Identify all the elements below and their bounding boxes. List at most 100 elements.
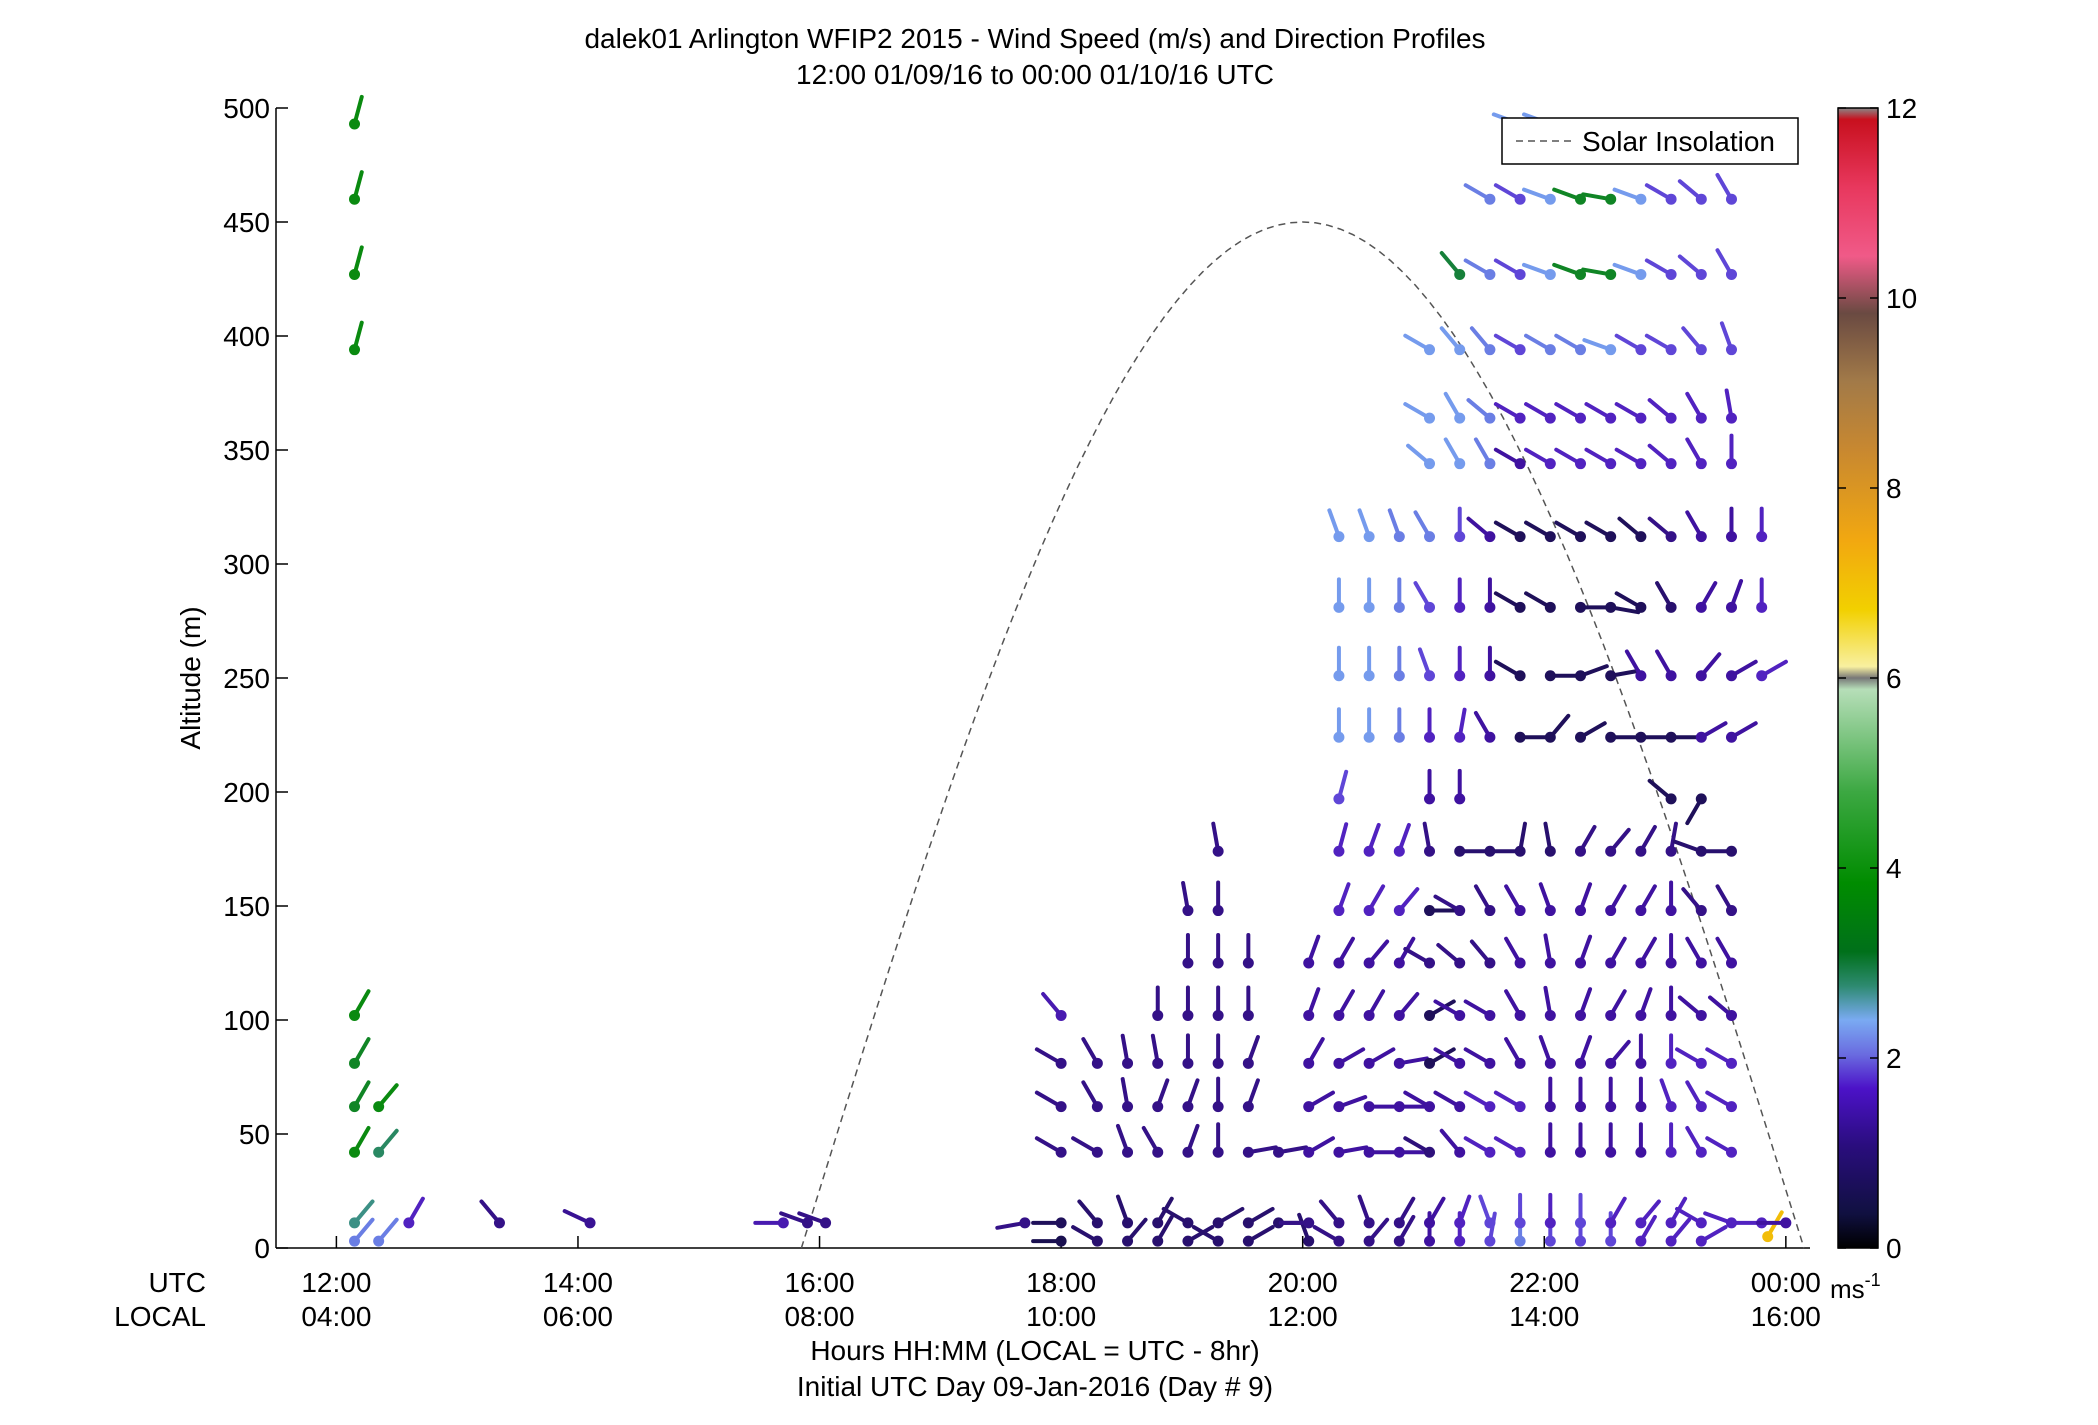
- wind-barb-dot: [1605, 1146, 1617, 1158]
- wind-barb: [1554, 520, 1587, 543]
- wind-barb: [1212, 985, 1224, 1021]
- wind-barb: [349, 245, 364, 280]
- wind-barb: [1333, 1047, 1366, 1069]
- wind-barb-dot: [349, 1101, 361, 1113]
- wind-barb: [779, 1211, 813, 1229]
- legend-solar-label: Solar Insolation: [1582, 126, 1775, 157]
- wind-barb-dot: [1665, 531, 1677, 543]
- wind-barb: [1454, 645, 1466, 682]
- wind-barb: [1413, 581, 1436, 613]
- wind-barb-dot: [1635, 905, 1647, 917]
- wind-barb-dot: [349, 1057, 361, 1069]
- wind-barb: [1422, 821, 1436, 857]
- wind-barb-dot: [1665, 731, 1677, 743]
- wind-barb-dot: [1393, 1009, 1405, 1021]
- wind-barb: [1141, 1125, 1164, 1158]
- wind-barb-dot: [1303, 1235, 1315, 1247]
- wind-barb-dot: [1363, 1101, 1375, 1113]
- wind-barb: [1212, 1206, 1245, 1229]
- wind-barb: [1635, 1033, 1647, 1069]
- x-tick-label-local: 12:00: [1268, 1301, 1338, 1332]
- wind-barb: [1644, 333, 1677, 356]
- wind-barb-dot: [1242, 1101, 1254, 1113]
- wind-barb-dot: [1605, 412, 1617, 424]
- wind-barb: [1333, 707, 1345, 743]
- wind-barb-dot: [1182, 1057, 1194, 1069]
- wind-barb: [1031, 1235, 1067, 1247]
- wind-barb-dot: [1303, 1146, 1315, 1158]
- wind-barb-dot: [1454, 1146, 1466, 1158]
- wind-barb-dot: [1273, 1217, 1285, 1229]
- wind-barb: [1403, 333, 1436, 356]
- wind-barb-dot: [1725, 957, 1737, 969]
- wind-barb-dot: [1575, 1146, 1587, 1158]
- wind-barb: [1303, 987, 1321, 1021]
- wind-barb: [1552, 262, 1587, 280]
- wind-barb-dot: [1393, 1101, 1405, 1113]
- wind-barb-dot: [1695, 412, 1707, 424]
- wind-barb-dot: [1484, 905, 1496, 917]
- wind-barb: [1544, 713, 1571, 743]
- wind-barb-dot: [1605, 1217, 1617, 1229]
- wind-barb: [1504, 936, 1526, 969]
- wind-barb: [1493, 333, 1526, 356]
- wind-barb: [1493, 1136, 1526, 1158]
- wind-barb-dot: [1303, 957, 1315, 969]
- wind-barb: [1635, 987, 1653, 1021]
- wind-barb: [1493, 520, 1526, 543]
- wind-barb-dot: [1665, 1146, 1677, 1158]
- wind-barb-dot: [1635, 1009, 1647, 1021]
- wind-barb: [1635, 1122, 1647, 1158]
- wind-barb-dot: [1424, 670, 1436, 682]
- wind-barb-dot: [1725, 412, 1737, 424]
- wind-barb-dot: [1484, 458, 1496, 470]
- wind-barb: [1575, 601, 1611, 613]
- wind-barb: [1705, 1090, 1737, 1113]
- wind-barb-dot: [1575, 268, 1587, 280]
- colorbar-unit-base: ms: [1830, 1274, 1865, 1304]
- wind-barb-dot: [1152, 1217, 1164, 1229]
- wind-barb: [1582, 338, 1617, 356]
- wind-barb-dot: [1514, 458, 1526, 470]
- wind-barb-dot: [1575, 1057, 1587, 1069]
- wind-barb-dot: [1575, 731, 1587, 743]
- wind-barb: [1493, 447, 1526, 470]
- wind-barb-dot: [1544, 601, 1556, 613]
- wind-barb: [1484, 577, 1496, 613]
- wind-barb-dot: [1514, 412, 1526, 424]
- wind-barb: [1387, 508, 1405, 543]
- wind-barb: [1705, 1136, 1737, 1158]
- y-tick-label: 400: [223, 321, 270, 352]
- wind-barb-dot: [1393, 601, 1405, 613]
- wind-barb-dot: [1484, 344, 1496, 356]
- wind-barb: [1182, 1033, 1194, 1069]
- x-tick-label-local: 04:00: [301, 1301, 371, 1332]
- wind-barb-dot: [373, 1146, 385, 1158]
- wind-barb-dot: [1424, 731, 1436, 743]
- x-tick-label-local: 14:00: [1509, 1301, 1579, 1332]
- wind-barb: [1695, 1225, 1728, 1247]
- wind-barb-dot: [1055, 1146, 1067, 1158]
- wind-barb: [1303, 1136, 1335, 1158]
- wind-barb-dot: [1725, 670, 1737, 682]
- wind-barb-dot: [1605, 1009, 1617, 1021]
- wind-barb: [1695, 721, 1728, 743]
- wind-barb-dot: [1725, 193, 1737, 205]
- wind-barb-dot: [1122, 1101, 1134, 1113]
- wind-barb: [349, 989, 371, 1021]
- wind-barb: [1614, 591, 1647, 613]
- wind-barb-dot: [1605, 845, 1617, 857]
- y-tick-label: 350: [223, 435, 270, 466]
- wind-barb: [1708, 995, 1737, 1021]
- wind-barb: [1182, 985, 1194, 1021]
- wind-barb-dot: [1333, 531, 1345, 543]
- wind-barb-dot: [1454, 412, 1466, 424]
- wind-barb-dot: [349, 1146, 361, 1158]
- wind-barb: [1575, 721, 1607, 743]
- wind-barb: [1493, 183, 1526, 205]
- wind-barb-dot: [1424, 601, 1436, 613]
- wind-barb: [1333, 936, 1355, 969]
- wind-barb: [1724, 388, 1737, 424]
- wind-barb-dot: [1605, 531, 1617, 543]
- wind-barb: [1524, 520, 1556, 543]
